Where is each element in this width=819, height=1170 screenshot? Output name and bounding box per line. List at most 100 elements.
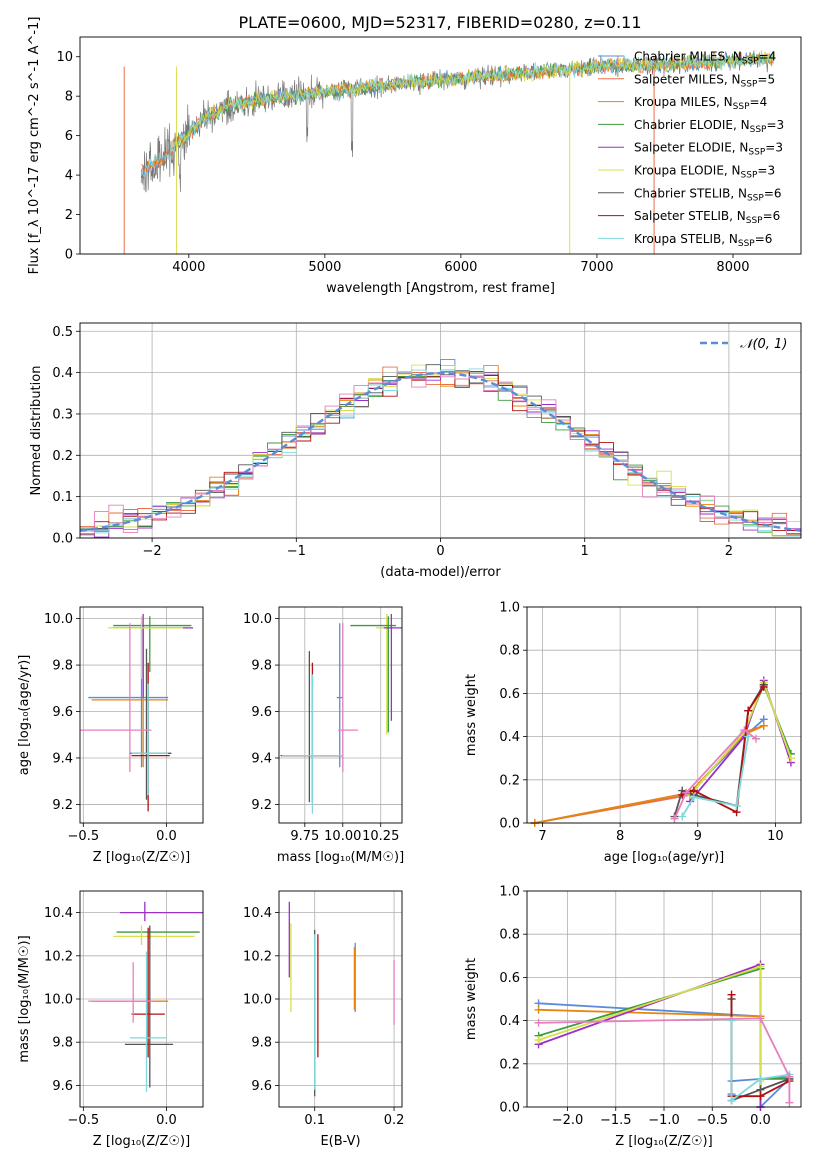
y-tick-label: 0.6 <box>499 971 520 986</box>
legend-label: Chabrier ELODIE, NSSP=3 <box>634 118 784 135</box>
x-tick-label: 2 <box>725 544 733 559</box>
y-tick-label: 0 <box>65 248 73 263</box>
legend-label: 𝒩(0, 1) <box>740 337 787 352</box>
model-spectrum <box>175 51 775 147</box>
figure-title: PLATE=0600, MJD=52317, FIBERID=0280, z=0… <box>238 13 641 32</box>
x-tick-label: 8 <box>616 829 624 844</box>
weight-vs-Z-axes: −2.0 −1.5 −1.0 −0.5 0.0 0.0 0.2 0.4 0.6 0.8 1.0 Z [… <box>464 885 801 1149</box>
plot-frame <box>278 890 403 1108</box>
plot-frame <box>79 322 802 539</box>
y-tick-label: 9.8 <box>251 659 272 674</box>
legend-label: Chabrier STELIB, NSSP=6 <box>634 186 782 203</box>
weight-line <box>534 718 765 824</box>
y-tick-label: 1.0 <box>499 885 520 900</box>
y-tick-label: 0.4 <box>52 366 73 381</box>
x-tick-label: 4000 <box>172 260 205 275</box>
y-tick-label: 0.1 <box>52 490 73 505</box>
y-tick-label: 9.6 <box>251 1079 272 1094</box>
x-axis-label: (data-model)/error <box>380 565 501 580</box>
y-tick-label: 10.2 <box>44 949 73 964</box>
x-axis-label: mass [log₁₀(M/M☉)] <box>277 850 404 865</box>
plot-frame <box>278 606 403 824</box>
y-tick-label: 0.5 <box>52 325 73 340</box>
weight-line <box>673 684 765 817</box>
legend-label: Chabrier MILES, NSSP=4 <box>634 50 776 67</box>
x-tick-label: 5000 <box>308 260 341 275</box>
y-tick-label: 10.0 <box>44 993 73 1008</box>
x-tick-label: 0.1 <box>304 1113 325 1128</box>
y-tick-label: 6 <box>65 129 73 144</box>
histogram-lines <box>80 359 801 538</box>
y-tick-label: 0.6 <box>499 687 520 702</box>
model-spectrum <box>140 50 774 177</box>
x-tick-label: −0.5 <box>696 1113 728 1128</box>
plot-frame <box>79 36 802 255</box>
y-tick-label: 0.0 <box>499 817 520 832</box>
mass-vs-EBV-axes: 0.1 0.2 9.6 9.8 10.0 10.2 10.4 E(B-V) <box>243 891 404 1149</box>
weight-marker <box>759 682 768 691</box>
x-axis-label: wavelength [Angstrom, rest frame] <box>326 281 555 296</box>
legend-label: Kroupa ELODIE, NSSP=3 <box>634 164 775 181</box>
x-tick-label: 0.2 <box>384 1113 405 1128</box>
weight-marker <box>534 1018 543 1027</box>
y-tick-label: 9.6 <box>52 1079 73 1094</box>
weight-marker <box>732 801 741 810</box>
weight-marker <box>727 1096 736 1105</box>
histogram-step <box>80 372 801 537</box>
y-axis-label: mass weight <box>464 958 479 1040</box>
weight-marker <box>670 814 679 823</box>
legend-label: Salpeter ELODIE, NSSP=3 <box>634 141 783 158</box>
y-tick-label: 10.0 <box>243 993 272 1008</box>
y-tick-label: 9.6 <box>52 705 73 720</box>
y-tick-label: 9.8 <box>52 659 73 674</box>
x-tick-label: 7 <box>538 829 546 844</box>
age-vs-Z-axes: −0.5 0.0 9.2 9.4 9.6 9.8 10.0 Z [log₁₀(Z/Z☉)] ag… <box>17 607 203 865</box>
x-tick-label: 6000 <box>444 260 477 275</box>
y-tick-label: 9.2 <box>52 798 73 813</box>
y-axis-label: mass [log₁₀(M/M☉)] <box>17 935 32 1062</box>
y-tick-label: 9.8 <box>251 1036 272 1051</box>
x-tick-label: 10 <box>767 829 784 844</box>
y-tick-label: 0.3 <box>52 407 73 422</box>
weight-line <box>538 1008 761 1018</box>
mass-vs-Z-axes: −0.5 0.0 9.6 9.8 10.0 10.2 10.4 Z [log₁₀(Z/Z☉)]… <box>17 891 203 1149</box>
x-tick-label: −1 <box>287 544 306 559</box>
model-spectrum <box>140 51 774 177</box>
age-vs-Z-points <box>80 613 194 812</box>
y-tick-label: 1.0 <box>499 601 520 616</box>
weight-marker <box>689 793 698 802</box>
weight-vs-age-axes: 7 8 9 10 0.0 0.2 0.4 0.6 0.8 1.0 age [log₁₀(age/yr… <box>464 601 801 865</box>
y-axis-label: age [log₁₀(age/yr)] <box>17 655 32 776</box>
plot-frame <box>526 890 802 1108</box>
weight-marker <box>785 1072 794 1081</box>
y-tick-label: 0.2 <box>499 773 520 788</box>
weight-line <box>673 728 757 820</box>
weight-marker <box>756 1092 765 1101</box>
y-tick-label: 10.4 <box>243 906 272 921</box>
weight-vs-age-lines <box>530 676 795 827</box>
x-axis-label: E(B-V) <box>320 1134 360 1149</box>
x-tick-label: −2 <box>143 544 162 559</box>
y-tick-label: 0.2 <box>499 1057 520 1072</box>
normal-curve <box>80 371 801 532</box>
y-axis-label: Flux [f_λ 10^-17 erg cm^-2 s^-1 A^-1] <box>27 17 42 275</box>
weight-marker <box>756 962 765 971</box>
y-tick-label: 0.0 <box>52 532 73 547</box>
weight-marker <box>744 706 753 715</box>
x-tick-label: 0.0 <box>156 1113 177 1128</box>
weight-marker <box>678 812 687 821</box>
weight-marker <box>751 734 760 743</box>
weight-marker <box>682 788 691 797</box>
weight-marker <box>756 1014 765 1023</box>
weight-vs-Z-lines <box>534 960 794 1111</box>
weight-line <box>681 736 750 817</box>
x-tick-label: −2.0 <box>552 1113 584 1128</box>
x-axis-label: Z [log₁₀(Z/Z☉)] <box>93 850 190 865</box>
legend-label: Salpeter MILES, NSSP=5 <box>634 72 775 89</box>
weight-marker <box>727 1016 736 1025</box>
legend-label: Kroupa MILES, NSSP=4 <box>634 95 767 112</box>
weight-marker <box>785 1098 794 1107</box>
weight-marker <box>786 754 795 763</box>
